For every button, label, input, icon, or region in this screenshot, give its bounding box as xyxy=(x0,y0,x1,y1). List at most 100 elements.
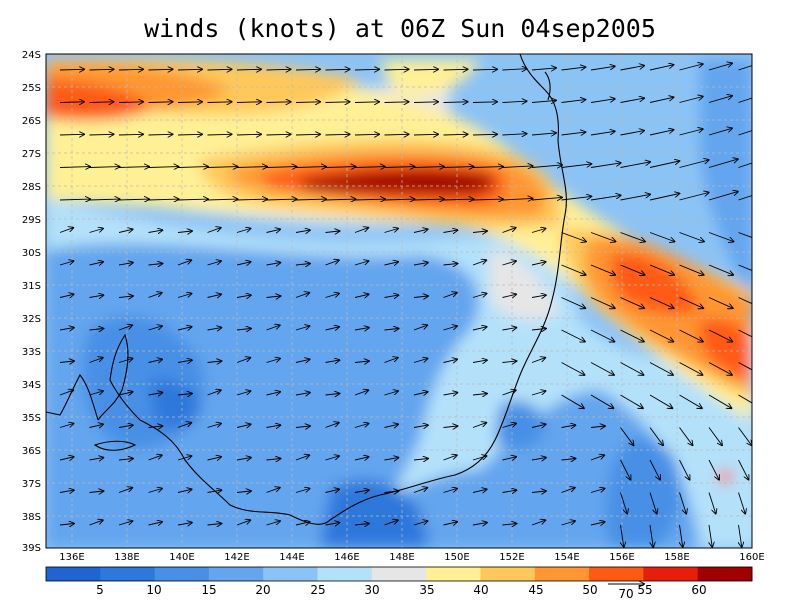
wind-vector xyxy=(443,134,468,135)
wind-vector xyxy=(59,228,73,233)
wind-vector xyxy=(59,361,74,363)
wind-vector xyxy=(443,102,468,103)
wind-vector xyxy=(118,488,132,493)
wind-vector xyxy=(266,392,281,395)
wind-vector xyxy=(325,456,339,461)
wind-vector xyxy=(354,102,379,103)
wind-vector xyxy=(620,459,631,480)
wind-vector xyxy=(443,199,474,200)
wind-vector xyxy=(295,134,320,135)
wind-vector xyxy=(89,458,104,460)
wind-vector xyxy=(266,325,280,331)
wind-vector xyxy=(118,296,133,298)
wind-vector xyxy=(59,102,84,103)
wind-vector xyxy=(177,260,191,266)
wind-vector xyxy=(443,69,468,70)
wind-vector xyxy=(561,67,586,70)
wind-vector xyxy=(118,392,133,395)
wind-vector xyxy=(59,457,74,460)
lon-tick-146e: 146E xyxy=(334,552,359,563)
wind-vector xyxy=(531,100,556,102)
wind-vector xyxy=(325,423,339,428)
wind-vector xyxy=(502,390,516,396)
wind-vector xyxy=(590,489,604,493)
graticule xyxy=(46,54,752,548)
lon-tick-152e: 152E xyxy=(499,552,524,563)
wind-vector xyxy=(561,196,592,201)
wind-vector xyxy=(207,134,232,135)
wind-vector xyxy=(207,490,222,492)
wind-vector xyxy=(561,459,576,461)
wind-vector xyxy=(266,488,280,493)
wind-vector xyxy=(443,293,457,298)
wind-vector xyxy=(708,96,732,103)
wind-vector xyxy=(531,520,545,526)
wind-vector xyxy=(177,167,208,168)
wind-vector xyxy=(708,232,733,242)
wind-vector xyxy=(266,359,280,363)
wind-vector xyxy=(590,99,615,103)
wind-vector xyxy=(207,328,222,330)
wind-vector xyxy=(118,425,133,427)
wind-vector xyxy=(413,167,444,168)
wind-vector xyxy=(591,555,605,557)
wind-vector xyxy=(207,228,221,233)
wind-vector xyxy=(384,424,399,427)
wind-vector xyxy=(325,134,350,135)
wind-vector xyxy=(267,554,281,557)
wind-vector xyxy=(295,393,310,395)
colorbar-swatch xyxy=(426,567,481,581)
wind-vector xyxy=(177,456,191,461)
wind-vector xyxy=(236,491,251,493)
wind-vector xyxy=(443,489,457,493)
wind-vector xyxy=(295,102,320,103)
wind-vector xyxy=(384,102,409,103)
wind-vector xyxy=(620,297,645,309)
wind-vector xyxy=(118,263,133,265)
wind-vector xyxy=(620,66,645,71)
wind-vector xyxy=(708,492,716,514)
wind-vector xyxy=(118,102,143,103)
wind-vector xyxy=(59,69,84,70)
wind-vector xyxy=(207,199,238,200)
lat-tick-38s: 38S xyxy=(22,512,41,523)
wind-vector xyxy=(295,264,310,266)
wind-vector xyxy=(561,394,584,408)
wind-vector xyxy=(236,295,251,297)
lon-tick-156e: 156E xyxy=(609,552,634,563)
wind-vector xyxy=(443,426,458,428)
wind-vector xyxy=(590,195,621,201)
wind-vector xyxy=(590,394,613,408)
wind-vector xyxy=(325,523,340,525)
wind-vector xyxy=(413,459,428,461)
wind-vector xyxy=(266,229,281,232)
wind-vector xyxy=(502,261,516,266)
wind-vector xyxy=(649,297,674,309)
colorbar-label-10: 10 xyxy=(146,583,161,597)
wind-vector xyxy=(177,394,192,396)
wind-vector xyxy=(709,524,712,547)
wind-vector xyxy=(266,134,291,135)
wind-vector xyxy=(236,424,251,427)
wind-vector xyxy=(384,199,415,200)
wind-vector xyxy=(266,69,291,70)
colorbar-label-60: 60 xyxy=(691,583,706,597)
wind-vector xyxy=(649,161,679,168)
wind-vector xyxy=(413,425,428,427)
wind-vector xyxy=(325,167,356,168)
wind-vector xyxy=(649,232,674,242)
wind-vector xyxy=(236,102,261,103)
wind-vector xyxy=(354,524,369,526)
wind-vector xyxy=(148,230,163,232)
wind-vector xyxy=(177,134,202,135)
wind-vector xyxy=(207,69,232,70)
wind-vector xyxy=(561,132,586,135)
wind-vector xyxy=(148,199,179,200)
wind-vector xyxy=(177,327,192,330)
wind-vector xyxy=(738,65,752,71)
wind-vector xyxy=(502,69,527,70)
wind-vector xyxy=(590,329,614,342)
wind-vector xyxy=(354,134,379,135)
wind-vector xyxy=(384,69,409,70)
wind-vector xyxy=(148,426,163,428)
